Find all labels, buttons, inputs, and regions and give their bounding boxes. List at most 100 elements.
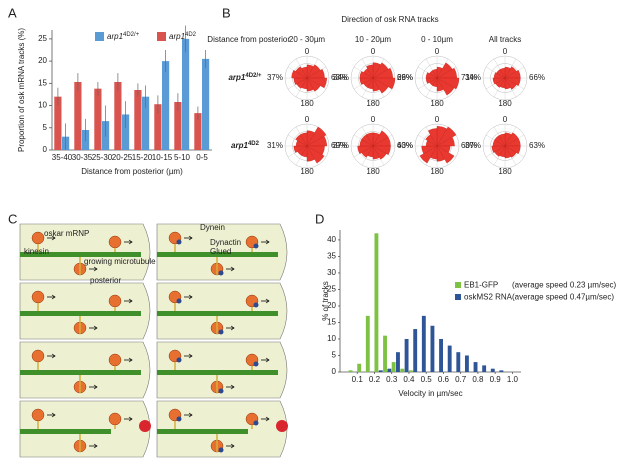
panel-label: A bbox=[8, 5, 17, 20]
angle-label: 0 bbox=[371, 47, 376, 56]
dynein bbox=[253, 420, 259, 426]
y-tick-label: 20 bbox=[38, 56, 47, 65]
column-header: 10 - 20µm bbox=[355, 35, 392, 44]
angle-label: 180 bbox=[300, 99, 314, 108]
bar bbox=[387, 368, 392, 372]
diagram-label: posterior bbox=[90, 276, 121, 285]
x-tick-label: 35-40 bbox=[52, 153, 73, 162]
y-tick-label: 0 bbox=[332, 367, 337, 376]
x-tick-label: 0.8 bbox=[472, 375, 484, 384]
percent-left: 31% bbox=[267, 141, 283, 150]
angle-label: 180 bbox=[366, 99, 380, 108]
microtubule bbox=[20, 370, 141, 375]
percent-right: 60% bbox=[461, 141, 477, 150]
arrow bbox=[124, 357, 133, 363]
arrow bbox=[261, 357, 270, 363]
rose-petal bbox=[493, 72, 506, 79]
rose-petal bbox=[504, 145, 517, 158]
rose-petal bbox=[300, 132, 308, 147]
arrow bbox=[89, 384, 98, 390]
bar bbox=[404, 338, 409, 372]
angle-label: 180 bbox=[430, 167, 444, 176]
diagram-label: Dynein bbox=[200, 223, 225, 232]
legend-note: (average speed 0.47µm/sec) bbox=[512, 293, 614, 302]
bar bbox=[413, 329, 418, 372]
y-tick-label: 10 bbox=[327, 334, 336, 343]
percent-left: 34% bbox=[465, 73, 481, 82]
rose-petal bbox=[372, 77, 380, 92]
mrnp bbox=[31, 290, 45, 304]
dynein bbox=[218, 270, 224, 276]
arrow bbox=[47, 412, 56, 418]
rose-petal bbox=[306, 145, 325, 164]
legend-label: oskMS2 RNA bbox=[464, 293, 513, 302]
bar bbox=[456, 352, 461, 372]
diagram-label: oskar mRNP bbox=[44, 229, 89, 238]
percent-right: 66% bbox=[397, 73, 413, 82]
percent-left: 37% bbox=[267, 73, 283, 82]
arrow bbox=[124, 298, 133, 304]
y-tick-label: 20 bbox=[327, 301, 336, 310]
angle-label: 180 bbox=[366, 167, 380, 176]
legend-swatch bbox=[157, 32, 166, 41]
y-tick-label: 25 bbox=[327, 285, 336, 294]
column-header: 0 - 10µm bbox=[421, 35, 453, 44]
arrow bbox=[184, 235, 193, 241]
x-tick-label: 1.0 bbox=[507, 375, 519, 384]
name-sup: 4D2/+ bbox=[245, 73, 262, 79]
arrow bbox=[226, 384, 235, 390]
percent-left: 37% bbox=[465, 141, 481, 150]
rose-petal bbox=[306, 77, 314, 92]
mrnp bbox=[31, 408, 45, 422]
bar bbox=[142, 96, 150, 150]
dynein bbox=[176, 357, 182, 363]
column-header: All tracks bbox=[489, 35, 521, 44]
arrow bbox=[226, 325, 235, 331]
arrow bbox=[184, 294, 193, 300]
arrow bbox=[124, 416, 133, 422]
rose-petal bbox=[372, 145, 380, 160]
name: arp1 bbox=[169, 32, 185, 41]
y-tick-label: 25 bbox=[38, 34, 47, 43]
rose-petal bbox=[359, 71, 374, 79]
rose-petal bbox=[306, 126, 327, 147]
rose-petal bbox=[436, 77, 460, 90]
rose-petal bbox=[366, 64, 374, 79]
percent-left: 34% bbox=[333, 73, 349, 82]
rose-petal bbox=[436, 136, 455, 147]
name: arp1 bbox=[228, 73, 245, 82]
mrnp bbox=[108, 235, 122, 249]
x-tick-label: 15-20 bbox=[132, 153, 153, 162]
arrow bbox=[47, 353, 56, 359]
bar bbox=[383, 335, 387, 372]
series-name: arp14D2 bbox=[169, 32, 197, 42]
rose-petal bbox=[421, 145, 438, 154]
bar bbox=[490, 368, 495, 372]
x-tick-label: 10-15 bbox=[152, 153, 173, 162]
bar bbox=[357, 363, 362, 372]
percent-right: 63% bbox=[529, 141, 545, 150]
rose-petal bbox=[372, 145, 387, 160]
rose-petal bbox=[498, 133, 506, 147]
arrow bbox=[47, 235, 56, 241]
bar bbox=[482, 365, 487, 372]
x-axis-label: Distance from posterior (µm) bbox=[81, 167, 183, 176]
mrnp bbox=[31, 349, 45, 363]
y-tick-label: 10 bbox=[38, 101, 47, 110]
legend-swatch bbox=[455, 282, 461, 288]
rose-petal bbox=[436, 77, 455, 96]
x-tick-label: 30-35 bbox=[72, 153, 93, 162]
arrow bbox=[89, 443, 98, 449]
y-tick-label: 30 bbox=[327, 268, 336, 277]
bar bbox=[391, 362, 396, 372]
x-tick-label: 0.5 bbox=[421, 375, 433, 384]
rose-petal bbox=[291, 70, 308, 79]
rose-petal bbox=[432, 69, 438, 79]
dynein bbox=[218, 388, 224, 394]
y-tick-label: 5 bbox=[43, 123, 48, 132]
y-tick-label: 40 bbox=[327, 235, 336, 244]
rose-petal bbox=[306, 135, 327, 147]
legend-note: (average speed 0.23 µm/sec) bbox=[512, 281, 617, 290]
dynein bbox=[176, 416, 182, 422]
rose-petal bbox=[366, 132, 374, 147]
